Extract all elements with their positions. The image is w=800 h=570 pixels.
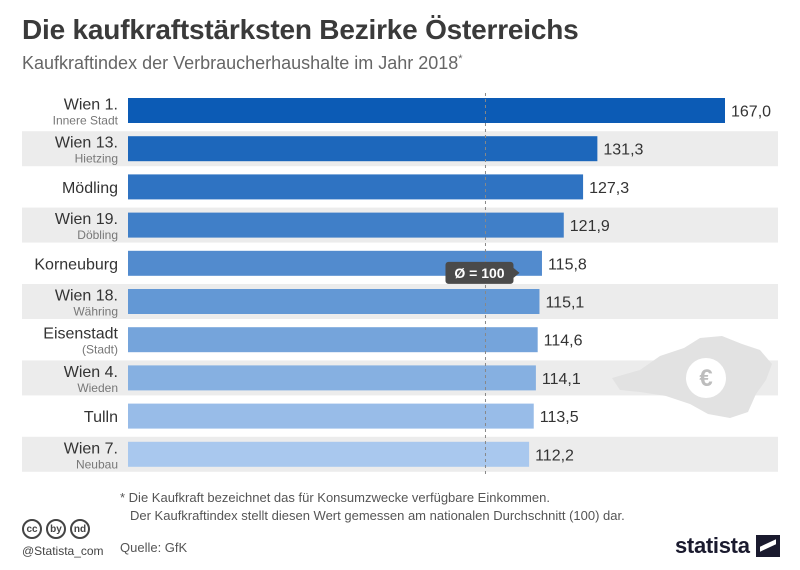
subtitle-text: Kaufkraftindex der Verbraucherhaushalte … — [22, 53, 459, 73]
average-marker — [445, 261, 514, 284]
average-label: Ø = 100 — [454, 265, 504, 281]
category-sublabel: Innere Stadt — [53, 114, 119, 128]
category-label: Wien 4. — [64, 364, 118, 381]
category-label: Wien 13. — [55, 135, 118, 152]
footnote-line-1: * Die Kaufkraft bezeichnet das für Konsu… — [120, 490, 550, 505]
category-sublabel: (Stadt) — [82, 343, 118, 357]
source-note: Quelle: GfK — [120, 540, 188, 555]
cc-icon: cc — [22, 519, 42, 539]
austria-map-euro-icon: € — [612, 336, 772, 418]
category-label: Tulln — [84, 409, 118, 426]
bar[interactable] — [128, 174, 584, 200]
bar[interactable] — [128, 327, 538, 353]
value-label: 114,1 — [542, 371, 581, 388]
attribution-icon: by — [46, 519, 66, 539]
subtitle-footnote-mark: * — [458, 53, 463, 65]
average-marker-pointer — [513, 267, 520, 278]
value-label: 115,1 — [545, 295, 584, 312]
bar[interactable] — [128, 365, 536, 391]
bar[interactable] — [128, 403, 534, 429]
category-sublabel: Neubau — [76, 457, 118, 471]
value-label: 114,6 — [544, 333, 583, 350]
footnote: * Die Kaufkraft bezeichnet das für Konsu… — [120, 489, 625, 525]
bar[interactable] — [128, 441, 530, 467]
value-label: 127,3 — [589, 180, 629, 197]
license-icons: cc by nd — [22, 519, 90, 539]
category-label: Korneuburg — [34, 256, 118, 273]
statista-logo[interactable]: statista — [675, 533, 780, 559]
value-label: 167,0 — [731, 104, 771, 121]
brand-name: statista — [675, 533, 750, 558]
category-label: Wien 1. — [64, 97, 118, 114]
value-label: 112,2 — [535, 447, 574, 464]
category-label: Wien 7. — [64, 440, 118, 457]
category-sublabel: Döbling — [77, 228, 118, 242]
value-label: 121,9 — [570, 218, 610, 235]
chart-title: Die kaufkraftstärksten Bezirke Österreic… — [22, 14, 579, 45]
category-label: Eisenstadt — [43, 326, 118, 343]
category-sublabel: Wieden — [77, 381, 118, 395]
footnote-line-2: Der Kaufkraftindex stellt diesen Wert ge… — [130, 508, 625, 523]
value-label: 131,3 — [603, 142, 643, 159]
category-label: Wien 18. — [55, 288, 118, 305]
bar[interactable] — [128, 136, 598, 162]
social-handle: @Statista_com — [22, 544, 104, 558]
statista-mark-icon — [755, 535, 780, 557]
bar[interactable] — [128, 98, 725, 123]
category-label: Mödling — [62, 180, 118, 197]
bar[interactable] — [128, 212, 564, 238]
chart-subtitle: Kaufkraftindex der Verbraucherhaushalte … — [22, 53, 463, 74]
svg-text:€: € — [699, 365, 712, 392]
value-label: 113,5 — [540, 409, 579, 426]
no-derivatives-icon: nd — [70, 519, 90, 539]
category-sublabel: Hietzing — [75, 152, 118, 166]
category-sublabel: Währing — [73, 305, 118, 319]
value-label: 115,8 — [548, 256, 587, 273]
bar[interactable] — [128, 289, 540, 314]
category-label: Wien 19. — [55, 211, 118, 228]
